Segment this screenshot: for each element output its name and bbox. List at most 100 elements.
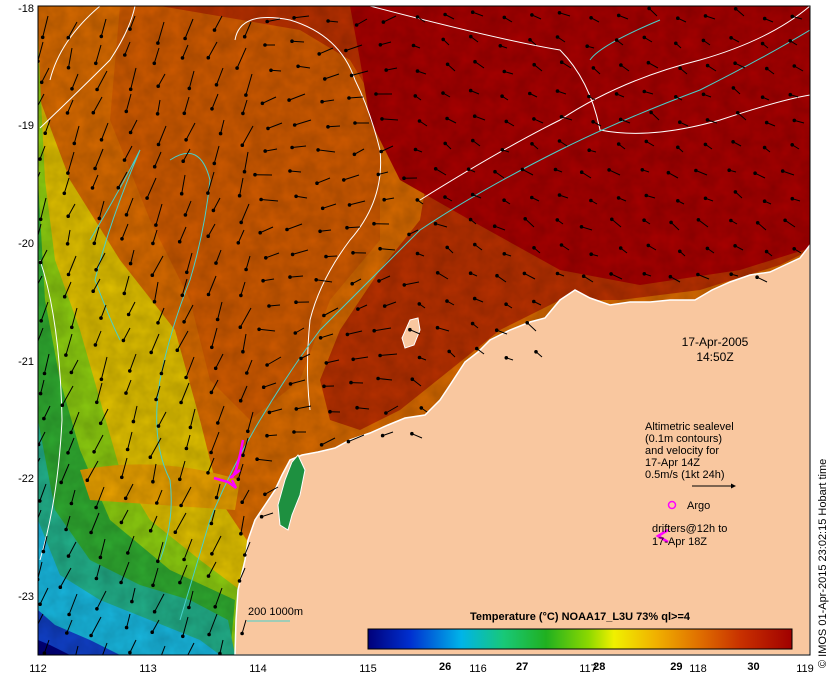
velocity-arrow [63,177,70,194]
velocity-arrow [126,613,131,628]
velocity-arrow [131,587,136,602]
velocity-arrow [348,434,365,443]
colorbar-ticks: 26 27 28 29 30 [439,661,760,673]
y-tick-label: -22 [18,473,34,485]
velocity-arrow [179,226,187,242]
velocity-arrow [670,276,681,283]
velocity-arrow-head [530,142,534,146]
velocity-arrow-head [731,140,735,144]
velocity-arrow [42,15,49,38]
velocity-arrow-head [238,398,243,403]
velocity-arrow-head [263,149,268,153]
velocity-arrow-head [70,87,74,91]
velocity-arrow-head [433,167,438,171]
velocity-arrow [43,639,50,654]
velocity-arrow-head [468,271,473,276]
velocity-arrow-head [475,346,479,351]
velocity-arrow-head [33,110,36,113]
velocity-legend: Altimetric sealevel (0.1m contours) and … [645,421,736,489]
velocity-arrow-head [122,291,127,296]
velocity-arrow [38,457,41,463]
velocity-arrow-head [374,92,378,96]
velocity-arrow-head [579,170,584,174]
velocity-arrow [237,463,244,480]
velocity-arrow-head [184,446,189,451]
velocity-arrow-head [259,197,263,202]
velocity-arrow-head [557,193,562,197]
velocity-arrow-head [42,371,47,376]
velocity-arrow [245,73,253,96]
velocity-arrow [98,200,105,219]
velocity-arrow-head [559,60,564,65]
velocity-arrow-head [703,14,708,18]
velocity-arrow [154,593,165,612]
velocity-arrow-head [34,627,37,630]
velocity-arrow [41,67,50,83]
velocity-arrow-head [293,331,298,335]
velocity-arrow-head [443,141,448,146]
velocity-arrow [210,431,220,453]
velocity-arrow [219,639,224,654]
velocity-arrow-head [67,612,71,617]
velocity-arrow-head [151,583,155,588]
velocity-arrow [67,99,74,114]
velocity-arrow [384,301,397,307]
velocity-arrow-head [210,552,214,556]
velocity-arrow-head [179,191,184,196]
velocity-arrow [242,99,248,114]
velocity-arrow-head [237,193,242,198]
velocity-arrow [217,301,223,320]
velocity-arrow [188,70,195,89]
velocity-arrow [130,249,135,264]
velocity-arrow [316,279,333,283]
velocity-arrow-head [328,409,332,414]
velocity-arrow [241,125,254,146]
velocity-arrow [96,590,107,610]
velocity-arrow-head [346,439,351,444]
velocity-arrow [437,327,450,332]
velocity-arrow-head [703,196,708,201]
velocity-arrow-head [237,579,242,583]
sealevel-contour-6 [49,6,101,81]
velocity-arrow-head [433,221,438,226]
velocity-arrow-head [212,161,217,166]
velocity-arrow-head [323,77,327,81]
velocity-arrow-head [753,171,757,175]
velocity-arrow [526,322,537,332]
velocity-arrow-head [443,12,447,17]
velocity-arrow-head [156,321,160,325]
velocity-arrow [496,275,507,283]
velocity-arrow-head [149,350,153,355]
velocity-arrow [157,99,161,114]
velocity-arrow-head [206,234,210,238]
velocity-arrow-head [94,61,98,66]
velocity-arrow [257,458,273,462]
velocity-arrow [184,200,192,216]
velocity-arrow [216,67,224,85]
velocity-arrow [100,356,108,380]
velocity-arrow-head [183,36,187,41]
velocity-arrow [38,431,46,445]
velocity-arrow [269,408,283,413]
velocity-arrow-head [99,377,104,382]
velocity-arrow-head [34,184,37,187]
velocity-arrow [608,169,621,176]
velocity-arrow [67,151,75,174]
velocity-arrow [241,619,247,634]
x-tick-label: 119 [796,663,814,675]
plot-area [33,6,810,655]
velocity-arrow-head [500,94,504,98]
velocity-arrow [237,229,245,244]
velocity-arrow-head [618,117,623,122]
velocity-arrow-head [640,168,645,172]
velocity-arrow-head [345,225,349,230]
velocity-arrow-head [735,111,740,115]
velocity-arrow [207,41,218,58]
velocity-arrow-head [354,23,359,27]
velocity-arrow [264,486,279,495]
velocity-arrow [151,619,160,633]
velocity-arrow-head [678,120,682,124]
velocity-arrow [93,226,100,244]
legend-line: Altimetric sealevel [645,421,734,433]
y-tick-label: -23 [18,591,34,603]
